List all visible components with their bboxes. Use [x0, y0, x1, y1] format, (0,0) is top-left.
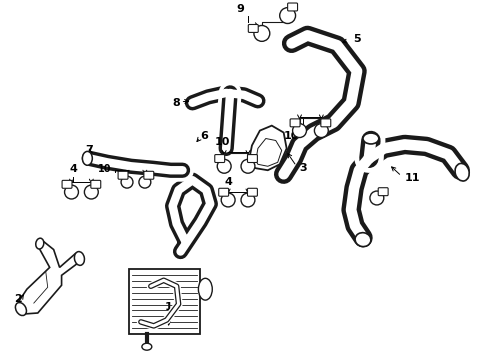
FancyBboxPatch shape: [378, 188, 388, 195]
Text: 3: 3: [299, 163, 307, 173]
Text: 1: 1: [165, 302, 172, 325]
Text: 6: 6: [200, 131, 208, 140]
Circle shape: [221, 193, 235, 207]
FancyBboxPatch shape: [215, 154, 225, 162]
FancyBboxPatch shape: [118, 171, 128, 179]
FancyBboxPatch shape: [144, 171, 154, 179]
Ellipse shape: [74, 252, 84, 265]
Text: 8: 8: [172, 98, 180, 108]
Circle shape: [293, 123, 306, 138]
Circle shape: [241, 159, 255, 173]
Circle shape: [121, 176, 133, 188]
FancyBboxPatch shape: [290, 119, 300, 127]
Ellipse shape: [142, 343, 152, 350]
Circle shape: [139, 176, 151, 188]
Circle shape: [217, 159, 231, 173]
FancyBboxPatch shape: [62, 180, 72, 188]
FancyBboxPatch shape: [247, 188, 257, 196]
FancyBboxPatch shape: [91, 180, 101, 188]
Circle shape: [370, 191, 384, 205]
Text: 11: 11: [405, 173, 420, 183]
Text: 7: 7: [85, 145, 93, 156]
Circle shape: [241, 193, 255, 207]
Circle shape: [254, 26, 270, 41]
Text: 5: 5: [353, 34, 361, 44]
Ellipse shape: [355, 233, 371, 247]
Ellipse shape: [455, 163, 469, 181]
Ellipse shape: [198, 278, 212, 300]
Ellipse shape: [82, 152, 92, 165]
Circle shape: [65, 185, 78, 199]
Ellipse shape: [363, 133, 379, 144]
Circle shape: [280, 8, 295, 23]
Text: 9: 9: [236, 4, 244, 14]
Text: 4: 4: [224, 177, 232, 187]
Polygon shape: [248, 126, 287, 170]
Circle shape: [84, 185, 98, 199]
FancyBboxPatch shape: [288, 3, 297, 11]
Text: 10: 10: [98, 164, 111, 174]
FancyBboxPatch shape: [129, 269, 200, 334]
FancyBboxPatch shape: [321, 119, 331, 127]
Polygon shape: [256, 139, 282, 166]
FancyBboxPatch shape: [219, 188, 229, 196]
Text: 10: 10: [284, 131, 299, 140]
Ellipse shape: [15, 302, 26, 315]
Text: 2: 2: [14, 294, 22, 304]
FancyBboxPatch shape: [248, 24, 258, 32]
Text: 10: 10: [215, 138, 230, 148]
Circle shape: [315, 123, 328, 138]
Polygon shape: [19, 242, 81, 314]
FancyBboxPatch shape: [247, 154, 257, 162]
Ellipse shape: [36, 238, 44, 249]
Text: 4: 4: [70, 164, 77, 174]
